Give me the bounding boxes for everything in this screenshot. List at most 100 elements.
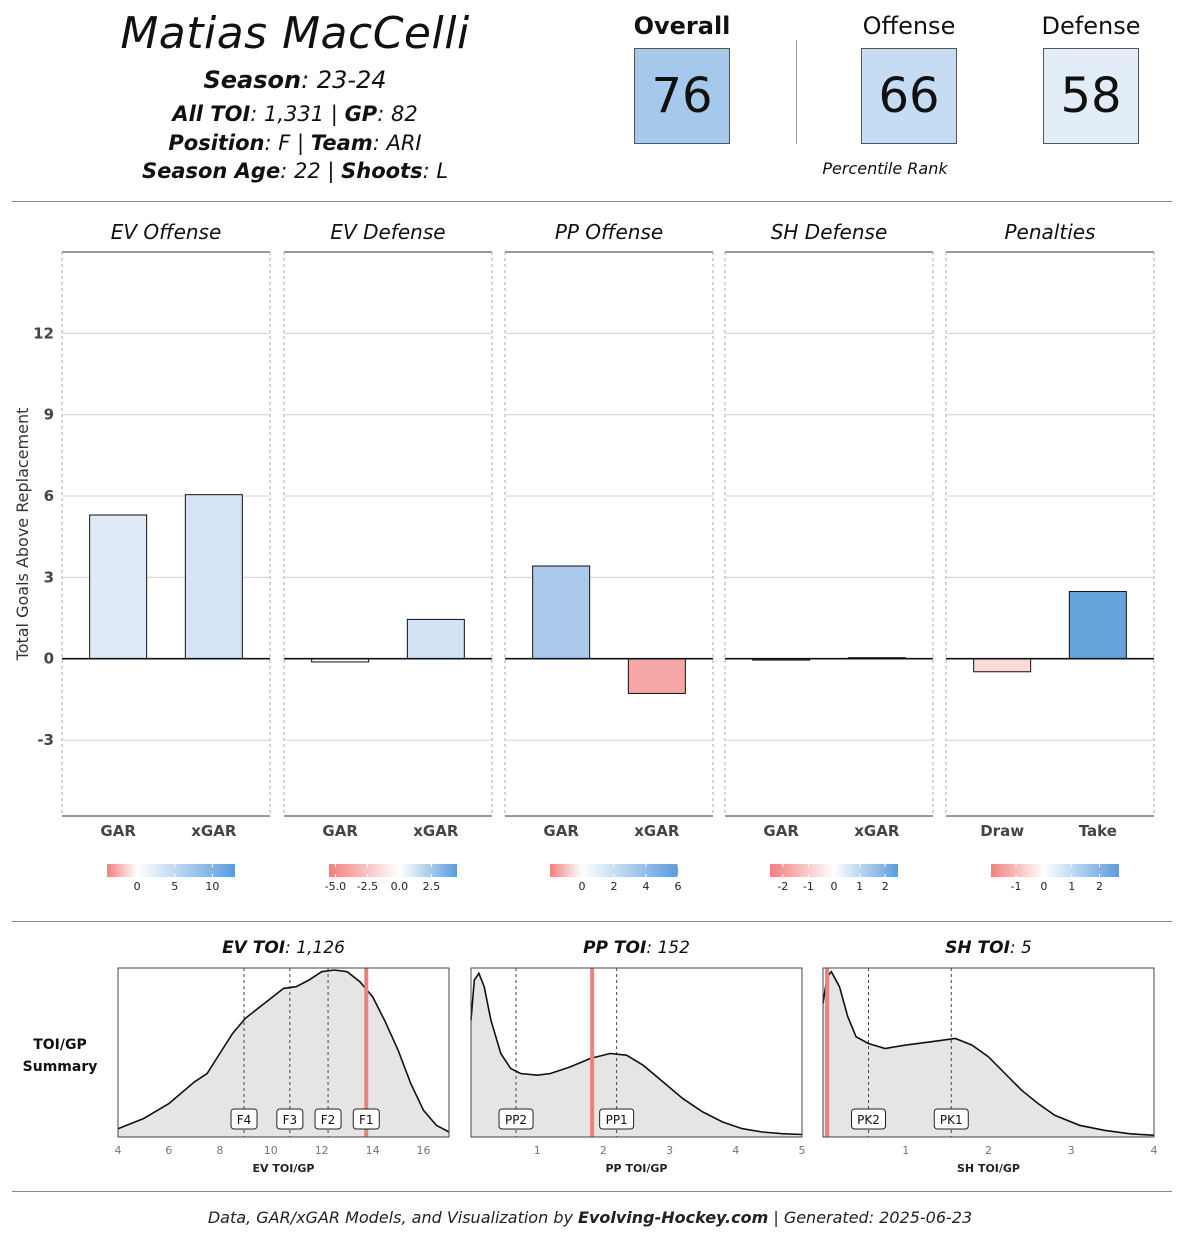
panel-title-ev-offense: EV Offense — [110, 220, 222, 244]
legend-pp-offense: 0 2 4 6 — [550, 864, 682, 893]
bar-ev-offense-gar — [89, 514, 148, 660]
category-label: xGAR — [634, 822, 680, 840]
legend-tick-label: 2.5 — [423, 880, 441, 893]
category-label: GAR — [763, 822, 799, 840]
x-tick-label: 3 — [666, 1144, 673, 1157]
x-axis-label: PP TOI/GP — [605, 1162, 667, 1175]
offense-label: Offense — [862, 12, 956, 40]
x-tick-label: 4 — [732, 1144, 739, 1157]
footer-suffix: | Generated: 2025-06-23 — [768, 1208, 973, 1227]
x-tick-label: 6 — [165, 1144, 172, 1157]
marker-label-pk2: PK2 — [857, 1113, 880, 1127]
bar-penalties-take — [1068, 590, 1127, 660]
marker-box-f3 — [276, 1108, 304, 1130]
header-divider — [12, 201, 1172, 202]
panel-title-penalties: Penalties — [1004, 220, 1096, 244]
age-shoots-line: Season Age: 22 | Shoots: L — [0, 159, 590, 183]
panel-ev-offense: GAR xGAR 0 5 10 — [61, 251, 271, 893]
legend-color-bar — [107, 864, 235, 877]
legend-tick-label: 2 — [1096, 880, 1103, 893]
legend-sh-defense: -2 -1 0 1 2 — [770, 864, 898, 893]
legend-penalties: -1 0 1 2 — [991, 864, 1119, 893]
marker-label-f4: F4 — [237, 1113, 252, 1127]
category-label: xGAR — [854, 822, 900, 840]
marker-box-f2 — [314, 1108, 342, 1130]
offense-rank-box: 66 — [861, 48, 957, 144]
toi-summary-line-2: Summary — [22, 1059, 98, 1075]
panel-pp-offense: GAR xGAR 0 2 4 6 — [504, 251, 714, 893]
toi-title-label: EV TOI — [222, 938, 286, 958]
toi-title-pp-toi: PP TOI: 152 — [471, 938, 802, 958]
y-tick-label: -3 — [37, 731, 54, 749]
season-line: Season: 23-24 — [0, 66, 590, 94]
x-tick-label: 10 — [264, 1144, 278, 1157]
season-value: : 23-24 — [301, 66, 387, 94]
category-label: xGAR — [191, 822, 237, 840]
x-tick-label: 4 — [1151, 1144, 1158, 1157]
x-tick-label: 1 — [534, 1144, 541, 1157]
marker-box-f4 — [230, 1108, 258, 1130]
defense-rank-box: 58 — [1043, 48, 1139, 144]
shoots-value: : L — [422, 159, 449, 183]
legend-tick-label: 0 — [579, 880, 586, 893]
position-value: : F | — [264, 131, 311, 155]
legend-tick-label: 2 — [611, 880, 618, 893]
toi-title-label: SH TOI — [945, 938, 1010, 958]
x-tick-label: 2 — [985, 1144, 992, 1157]
toi-panel-pp-toi: PP2 PP1 1 2 3 4 5 PP TOI/GP — [470, 967, 806, 1175]
overall-rank-box: 76 — [634, 48, 730, 144]
gar-chart: Total Goals Above Replacement-3036912GAR… — [13, 251, 1155, 893]
density-area — [823, 971, 1154, 1137]
bar-pp-offense-gar — [532, 565, 591, 660]
legend-tick-label: -1 — [1011, 880, 1022, 893]
gp-label: GP — [344, 102, 378, 126]
y-tick-label: 3 — [44, 568, 54, 586]
toi-title-value: : 152 — [646, 938, 690, 958]
defense-label: Defense — [1041, 12, 1141, 40]
x-tick-label: 3 — [1068, 1144, 1075, 1157]
marker-box-pp1 — [599, 1108, 635, 1130]
toi-gp-line: All TOI: 1,331 | GP: 82 — [0, 102, 590, 126]
y-axis-label: Total Goals Above Replacement — [13, 408, 32, 662]
position-label: Position — [168, 131, 265, 155]
marker-label-f3: F3 — [283, 1113, 298, 1127]
x-axis-label: EV TOI/GP — [253, 1162, 315, 1175]
panel-sh-defense: GAR xGAR -2 -1 0 1 2 — [724, 251, 934, 893]
footer-prefix: Data, GAR/xGAR Models, and Visualization… — [207, 1208, 579, 1227]
toi-title-sh-toi: SH TOI: 5 — [823, 938, 1154, 958]
y-tick-label: 9 — [44, 406, 54, 424]
density-curve — [822, 970, 1155, 1137]
marker-label-f1: F1 — [359, 1113, 374, 1127]
panel-title-sh-defense: SH Defense — [770, 220, 888, 244]
toi-plot-border — [470, 967, 803, 1138]
team-value: : ARI — [372, 131, 422, 155]
legend-tick-label: 0 — [1040, 880, 1047, 893]
bar-pp-offense-xgar — [627, 658, 686, 694]
footer-brand: Evolving-Hockey.com — [578, 1208, 769, 1227]
toi-title-value: : 5 — [1009, 938, 1032, 958]
x-tick-label: 5 — [799, 1144, 806, 1157]
legend-color-bar — [329, 864, 457, 877]
category-label: Take — [1079, 822, 1117, 840]
toi-label: All TOI — [172, 102, 251, 126]
toi-panel-sh-toi: PK2 PK1 1 2 3 4 SH TOI/GP — [822, 967, 1158, 1175]
category-label: xGAR — [413, 822, 459, 840]
marker-label-pp2: PP2 — [505, 1113, 527, 1127]
toi-panel-ev-toi: F4 F3 F2 F1 4 6 8 10 12 14 16 EV TOI/GP — [115, 967, 450, 1175]
category-label: GAR — [100, 822, 136, 840]
density-curve — [117, 969, 450, 1133]
panel-title-pp-offense: PP Offense — [554, 220, 664, 244]
player-name: Matias MacCelli — [120, 8, 470, 59]
bar-penalties-draw — [973, 658, 1032, 673]
y-tick-label: 0 — [44, 650, 54, 668]
legend-color-bar — [991, 864, 1119, 877]
legend-tick-label: 0.0 — [391, 880, 409, 893]
toi-title-label: PP TOI — [583, 938, 647, 958]
marker-box-pk2 — [851, 1108, 887, 1130]
overall-label: Overall — [633, 12, 731, 40]
age-label: Season Age — [141, 159, 281, 183]
legend-tick-label: 10 — [205, 880, 219, 893]
gp-value: : 82 — [377, 102, 418, 126]
legend-tick-label: 0 — [831, 880, 838, 893]
marker-label-pk1: PK1 — [940, 1113, 963, 1127]
